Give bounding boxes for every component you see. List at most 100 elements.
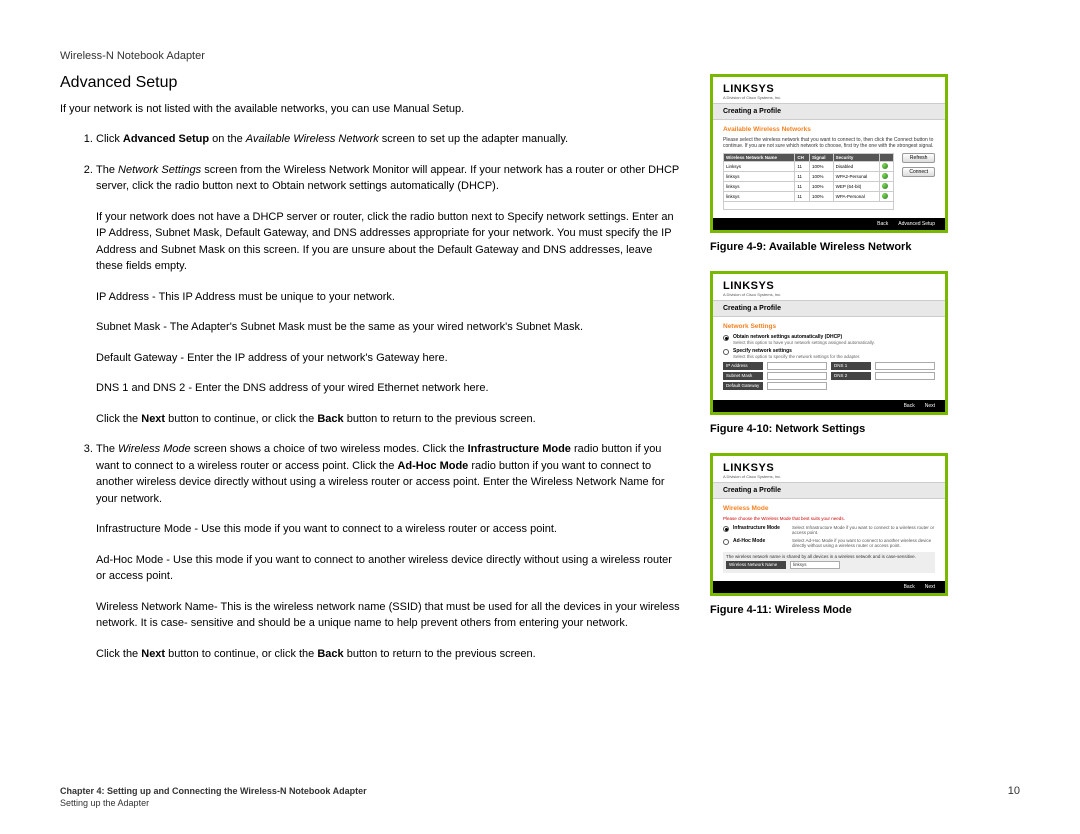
figure-4-9-image: LINKSYS A Division of Cisco Systems, Inc… — [710, 74, 948, 233]
radio-icon — [723, 349, 729, 355]
page-footer: Chapter 4: Setting up and Connecting the… — [60, 785, 1020, 810]
section-heading: Advanced Setup — [60, 74, 680, 92]
networks-table: Wireless Network Name CH Signal Security… — [723, 153, 894, 210]
page-number: 10 — [1008, 785, 1020, 810]
cell: 11 — [795, 192, 810, 202]
field-subnet: Subnet Mask — [723, 372, 827, 380]
figure-4-10: LINKSYS A Division of Cisco Systems, Inc… — [710, 271, 970, 435]
footer-back-link[interactable]: Back — [904, 584, 915, 590]
footer-advanced-link[interactable]: Advanced Setup — [898, 221, 935, 227]
mock-body: Available Wireless Networks Please selec… — [713, 120, 945, 218]
step3-p2: Infrastructure Mode - Use this mode if y… — [96, 521, 680, 538]
radio-specify-sub: Select this option to specify the networ… — [733, 354, 860, 359]
footer-next-link[interactable]: Next — [925, 584, 935, 590]
cell: linksys — [724, 172, 795, 182]
step1-text-mid: on the — [209, 133, 246, 145]
mock-footer: Back Next — [713, 581, 945, 593]
footer-back-link[interactable]: Back — [877, 221, 888, 227]
table-row — [724, 202, 894, 210]
radio-adhoc-sub: Select Ad-Hoc Mode if you want to connec… — [792, 538, 935, 548]
step3-p3: Ad-Hoc Mode - Use this mode if you want … — [96, 552, 680, 585]
steps-list: Click Advanced Setup on the Available Wi… — [60, 131, 680, 662]
mock-hint: Please choose the Wireless Mode that bes… — [723, 516, 935, 521]
th-security: Security — [833, 154, 880, 162]
wnn-field: Wireless Network Name linksys — [726, 561, 932, 569]
mock-section: Available Wireless Networks — [723, 126, 935, 133]
step-1: Click Advanced Setup on the Available Wi… — [96, 131, 680, 148]
wnn-input[interactable]: linksys — [790, 561, 840, 569]
connect-button[interactable]: Connect — [902, 167, 935, 177]
mock-section: Wireless Mode — [723, 505, 935, 512]
fields-group: IP Address Subnet Mask Default Gateway D… — [723, 362, 935, 392]
check-icon — [882, 183, 888, 189]
fields-right: DNS 1 DNS 2 — [831, 362, 935, 392]
th-ch: CH — [795, 154, 810, 162]
cell: WPA2-Personal — [833, 172, 880, 182]
cell: WPA-Personal — [833, 192, 880, 202]
step2-p1: The Network Settings screen from the Wir… — [96, 162, 680, 195]
step3-p4: Wireless Network Name- This is the wirel… — [96, 599, 680, 632]
radio-dhcp[interactable]: Obtain network settings automatically (D… — [723, 334, 935, 345]
cell: Disabled — [833, 162, 880, 172]
figures-column: LINKSYS A Division of Cisco Systems, Inc… — [710, 74, 970, 676]
mock-section: Network Settings — [723, 323, 935, 330]
brand-sub: A Division of Cisco Systems, Inc. — [723, 474, 935, 479]
radio-infra-sub: Select Infrastructure Mode if you want t… — [792, 525, 935, 535]
field-gw: Default Gateway — [723, 382, 827, 390]
footer-left: Chapter 4: Setting up and Connecting the… — [60, 785, 367, 810]
cell: 100% — [809, 192, 833, 202]
figure-4-11-image: LINKSYS A Division of Cisco Systems, Inc… — [710, 453, 948, 596]
radio-label-group: Obtain network settings automatically (D… — [733, 334, 875, 345]
figure-4-9: LINKSYS A Division of Cisco Systems, Inc… — [710, 74, 970, 253]
cell: linksys — [724, 192, 795, 202]
step1-text-post: screen to set up the adapter manually. — [379, 133, 568, 145]
table-header-row: Wireless Network Name CH Signal Security — [724, 154, 894, 162]
step2-p7b2: Back — [317, 413, 343, 425]
step2-p7a: Click the — [96, 413, 141, 425]
step3-p1bold2: Ad-Hoc Mode — [397, 460, 468, 472]
step2-p1a: The — [96, 164, 118, 176]
step3-p5a: Click the — [96, 648, 141, 660]
step2-p1i: Network Settings — [118, 164, 201, 176]
btn-col: Refresh Connect — [902, 153, 935, 177]
dns2-input[interactable] — [875, 372, 935, 380]
subnet-input[interactable] — [767, 372, 827, 380]
step3-p1: The Wireless Mode screen shows a choice … — [96, 441, 680, 507]
gw-input[interactable] — [767, 382, 827, 390]
step3-p1i: Wireless Mode — [118, 443, 191, 455]
note-box: The wireless network name is shared by a… — [723, 552, 935, 573]
refresh-button[interactable]: Refresh — [902, 153, 935, 163]
cell: 100% — [809, 182, 833, 192]
step2-p7b: button to continue, or click the — [165, 413, 317, 425]
ip-input[interactable] — [767, 362, 827, 370]
footer-next-link[interactable]: Next — [925, 403, 935, 409]
cell: WEP (64-bit) — [833, 182, 880, 192]
cell-check — [880, 192, 894, 202]
radio-icon — [723, 335, 729, 341]
step-2: The Network Settings screen from the Wir… — [96, 162, 680, 428]
field-ip: IP Address — [723, 362, 827, 370]
radio-icon — [723, 539, 729, 545]
table-row: linksys11100%WPA2-Personal — [724, 172, 894, 182]
step1-text-pre: Click — [96, 133, 123, 145]
footer-back-link[interactable]: Back — [904, 403, 915, 409]
cell: 11 — [795, 162, 810, 172]
mock-header: LINKSYS A Division of Cisco Systems, Inc… — [713, 456, 945, 483]
step3-p5b2: Back — [317, 648, 343, 660]
step2-p4: Subnet Mask - The Adapter's Subnet Mask … — [96, 319, 680, 336]
step1-bold: Advanced Setup — [123, 133, 209, 145]
dns1-input[interactable] — [875, 362, 935, 370]
cell: 11 — [795, 172, 810, 182]
gw-label: Default Gateway — [723, 382, 763, 390]
cell: 11 — [795, 182, 810, 192]
mock-body: Network Settings Obtain network settings… — [713, 317, 945, 400]
figure-4-9-caption: Figure 4-9: Available Wireless Network — [710, 241, 970, 253]
step1-italic: Available Wireless Network — [246, 133, 379, 145]
radio-adhoc-label: Ad-Hoc Mode — [733, 538, 788, 544]
radio-specify[interactable]: Specify network settings Select this opt… — [723, 348, 935, 359]
radio-infra[interactable]: Infrastructure Mode Select Infrastructur… — [723, 525, 935, 535]
mock-title: Creating a Profile — [713, 483, 945, 499]
radio-adhoc[interactable]: Ad-Hoc Mode Select Ad-Hoc Mode if you wa… — [723, 538, 935, 548]
subnet-label: Subnet Mask — [723, 372, 763, 380]
step3-p1bold1: Infrastructure Mode — [468, 443, 571, 455]
